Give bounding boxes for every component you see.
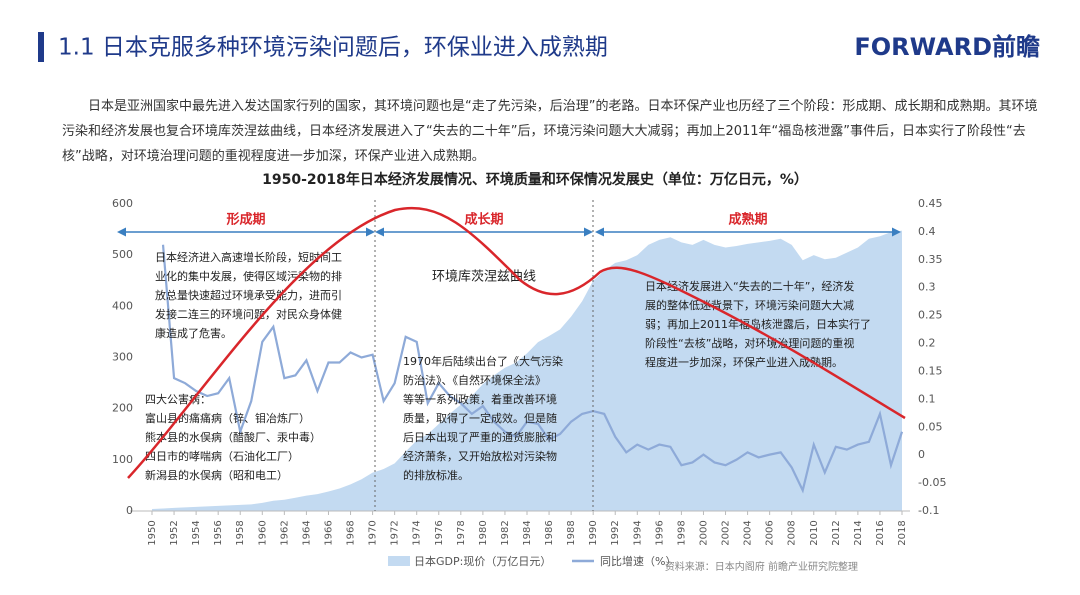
x-tick-label: 1994 — [632, 520, 643, 545]
y2-tick-label: -0.1 — [918, 504, 939, 517]
x-tick-label: 1988 — [566, 520, 577, 545]
growth-line — [161, 244, 904, 494]
title-bar — [38, 32, 44, 62]
x-tick-label: 1976 — [434, 520, 445, 545]
x-tick-label: 1956 — [213, 520, 224, 545]
legend-swatch — [388, 556, 410, 566]
phase-label: 成熟期 — [728, 212, 767, 228]
slide-title: 1.1 日本克服多种环境污染问题后，环保业进入成熟期 — [58, 35, 608, 61]
annotation-line: 经济萧条，又开始放松对污染物 — [403, 449, 557, 463]
annotation-line: 展的整体低迷背景下，环境污染问题大大减 — [645, 298, 854, 312]
y2-tick-label: 0.05 — [918, 420, 943, 433]
x-tick-label: 1990 — [588, 520, 599, 545]
y-tick-label: 600 — [112, 197, 133, 210]
curve-label: 环境库茨涅兹曲线 — [432, 269, 536, 285]
y2-tick-label: 0.15 — [918, 364, 943, 377]
annotation-line: 的排放标准。 — [403, 468, 469, 482]
x-tick-label: 2018 — [897, 520, 908, 545]
annotation-line: 1970年后陆续出台了《大气污染 — [403, 354, 563, 368]
x-tick-label: 1962 — [279, 520, 290, 545]
annotation-line: 业化的集中发展，使得区域污染物的排 — [155, 269, 342, 283]
annotation-line: 熊本县的水俣病（醋酸厂、汞中毒） — [145, 430, 321, 444]
annotation-line: 弱；再加上2011年福岛核泄露后，日本实行了 — [645, 317, 871, 331]
x-tick-label: 1954 — [191, 520, 202, 545]
y-tick-label: 500 — [112, 248, 133, 261]
x-tick-label: 1950 — [147, 520, 158, 545]
logo: FORWARD前瞻 — [854, 33, 1040, 61]
phase-label: 成长期 — [464, 212, 503, 228]
x-tick-label: 1952 — [169, 520, 180, 545]
x-tick-label: 1968 — [346, 520, 357, 545]
x-tick-label: 1998 — [676, 520, 687, 545]
gdp-area — [152, 230, 902, 511]
y-tick-label: 100 — [112, 453, 133, 466]
annotation-line: 发接二连三的环境问题，对民众身体健 — [155, 307, 342, 321]
x-tick-label: 2014 — [853, 520, 864, 545]
x-tick-label: 1958 — [235, 520, 246, 545]
x-tick-label: 2000 — [698, 520, 709, 545]
x-tick-label: 2002 — [721, 520, 732, 545]
x-tick-label: 1992 — [610, 520, 621, 545]
legend-label: 同比增速（%） — [600, 554, 676, 568]
x-tick-label: 1970 — [368, 520, 379, 545]
intro-paragraph: 日本是亚洲国家中最先进入发达国家行列的国家，其环境问题也是“走了先污染，后治理”… — [62, 99, 1038, 164]
y2-tick-label: 0.2 — [918, 337, 936, 350]
x-tick-label: 1972 — [390, 520, 401, 545]
y2-tick-label: 0.3 — [918, 281, 936, 294]
annotation-line: 日本经济进入高速增长阶段，短时间工 — [155, 250, 342, 264]
y-tick-label: 0 — [126, 504, 133, 517]
y2-tick-label: 0.45 — [918, 197, 943, 210]
x-tick-label: 2010 — [809, 520, 820, 545]
x-tick-label: 1960 — [257, 520, 268, 545]
y2-tick-label: 0.1 — [918, 392, 936, 405]
kuznets-curve — [127, 206, 906, 479]
annotation-line: 质量，取得了一定成效。但是随 — [403, 411, 557, 425]
x-tick-label: 2006 — [765, 520, 776, 545]
annotation-line: 新潟县的水俣病（昭和电工） — [145, 468, 288, 482]
x-tick-label: 1966 — [323, 520, 334, 545]
x-tick-label: 1984 — [522, 520, 533, 545]
x-tick-label: 1978 — [456, 520, 467, 545]
annotation-line: 四日市的哮喘病（石油化工厂） — [145, 449, 299, 463]
y2-tick-label: 0.35 — [918, 253, 943, 266]
x-tick-label: 1964 — [301, 520, 312, 545]
x-tick-label: 1974 — [412, 520, 423, 545]
y2-tick-label: 0.25 — [918, 309, 943, 322]
annotation-line: 程度进一步加深，环保产业进入成熟期。 — [645, 355, 843, 369]
annotation-line: 四大公害病： — [145, 392, 211, 406]
annotation-line: 后日本出现了严重的通货膨胀和 — [403, 430, 557, 444]
x-tick-label: 1980 — [478, 520, 489, 545]
phase-label: 形成期 — [226, 212, 265, 228]
y2-tick-label: -0.05 — [918, 476, 946, 489]
x-tick-label: 2008 — [787, 520, 798, 545]
x-tick-label: 1982 — [500, 520, 511, 545]
x-tick-label: 2012 — [831, 520, 842, 545]
y2-tick-label: 0.4 — [918, 225, 936, 238]
annotation-line: 等等一系列政策，着重改善环境 — [403, 392, 557, 406]
annotation-line: 防治法》、《自然环境保全法》 — [403, 373, 546, 387]
annotation-line: 康造成了危害。 — [155, 326, 232, 340]
annotation-line: 阶段性“去核”战略，对环境治理问题的重视 — [645, 336, 854, 350]
annotation-line: 放总量快速超过环境承受能力，进而引 — [155, 288, 342, 302]
source: 资料来源：日本内阁府 前瞻产业研究院整理 — [665, 560, 858, 573]
chart-title: 1950-2018年日本经济发展情况、环境质量和环保情况发展史（单位：万亿日元，… — [262, 171, 808, 188]
y2-tick-label: 0 — [918, 448, 925, 461]
y-tick-label: 400 — [112, 299, 133, 312]
annotation-line: 日本经济发展进入“失去的二十年”，经济发 — [645, 279, 854, 293]
x-tick-label: 1996 — [654, 520, 665, 545]
y-tick-label: 300 — [112, 351, 133, 364]
legend-label: 日本GDP:现价（万亿日元） — [414, 554, 551, 568]
annotation-line: 富山县的痛痛病（锌、钼冶炼厂） — [145, 411, 310, 425]
x-tick-label: 2004 — [743, 520, 754, 545]
x-tick-label: 2016 — [875, 520, 886, 545]
x-tick-label: 1986 — [544, 520, 555, 545]
y-tick-label: 200 — [112, 402, 133, 415]
